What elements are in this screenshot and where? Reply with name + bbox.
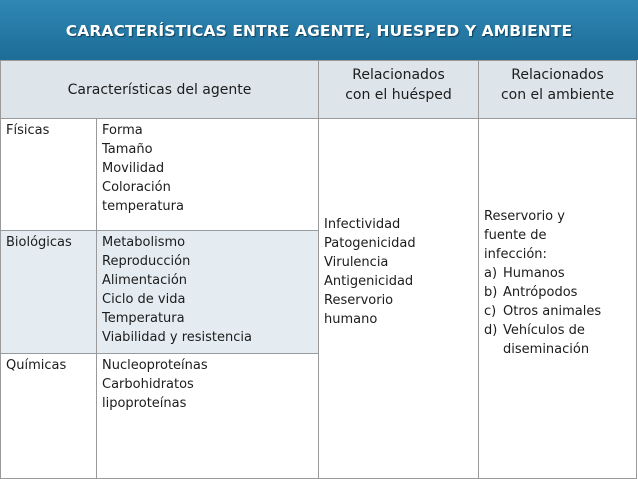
environment-list-continuation: diseminación [503, 341, 590, 357]
host-item: Patogenicidad [324, 235, 416, 251]
list-text: Otros animales [503, 303, 602, 319]
table-row: Físicas Forma Tamaño Movilidad Coloració… [0, 118, 638, 479]
list-item: Coloración [102, 180, 171, 195]
list-item: Reproducción [102, 254, 191, 269]
environment-list-item: b) Antrópodos [484, 283, 631, 302]
characteristics-table: Características del agente Relacionados … [0, 60, 638, 479]
list-item: Nucleoproteínas [102, 358, 208, 373]
environment-list-item: d) Vehículos de [484, 321, 631, 340]
host-item: Antigenicidad [324, 273, 414, 289]
environment-intro: Reservorio y [484, 208, 565, 224]
environment-intro: infección: [484, 246, 547, 262]
host-item: Reservorio [324, 292, 394, 308]
list-marker: a) [484, 265, 498, 281]
environment-cell: Reservorio y fuente de infección: a) Huma… [478, 118, 638, 479]
list-item: Carbohidratos [102, 377, 194, 392]
list-item: Forma [102, 123, 143, 138]
environment-intro: fuente de [484, 227, 547, 243]
list-item: Temperatura [102, 311, 185, 326]
header-agent-label: Características del agente [67, 82, 252, 98]
list-item: lipoproteínas [102, 396, 187, 411]
list-marker: c) [484, 303, 497, 319]
category-cell: Químicas [0, 353, 97, 479]
list-text: Vehículos de [503, 322, 585, 338]
header-env-line-1: Relacionados [511, 67, 604, 83]
list-marker: d) [484, 322, 498, 338]
category-cell: Biológicas [0, 230, 97, 354]
header-host-line-1: Relacionados [352, 67, 445, 83]
host-item: Infectividad [324, 216, 401, 232]
items-cell: Forma Tamaño Movilidad Coloración temper… [95, 118, 320, 231]
category-label: Biológicas [6, 235, 72, 250]
header-host: Relacionados con el huésped [318, 60, 480, 119]
category-label: Químicas [6, 358, 67, 373]
page-title: CARACTERÍSTICAS ENTRE AGENTE, HUESPED Y … [65, 22, 573, 40]
title-bar: CARACTERÍSTICAS ENTRE AGENTE, HUESPED Y … [0, 0, 638, 60]
category-label: Físicas [6, 123, 50, 138]
list-item: Alimentación [102, 273, 188, 288]
list-item: Metabolismo [102, 235, 186, 250]
list-text: Humanos [503, 265, 565, 281]
environment-list-item: a) Humanos [484, 264, 631, 283]
list-text: Antrópodos [503, 284, 578, 300]
host-item: Virulencia [324, 254, 389, 270]
list-marker: b) [484, 284, 498, 300]
host-cell: Infectividad Patogenicidad Virulencia An… [318, 118, 480, 479]
header-env-line-2: con el ambiente [500, 87, 615, 103]
list-item: Movilidad [102, 161, 165, 176]
header-environment: Relacionados con el ambiente [478, 60, 638, 119]
header-row: Características del agente Relacionados … [0, 60, 638, 119]
list-item: Ciclo de vida [102, 292, 186, 307]
table-row: Biológicas Metabolismo Reproducción Alim… [0, 230, 637, 354]
list-item: temperatura [102, 199, 184, 214]
header-agent: Características del agente [0, 60, 320, 119]
items-cell: Metabolismo Reproducción Alimentación Ci… [95, 230, 320, 354]
table-row: Químicas Nucleoproteínas Carbohidratos l… [0, 353, 637, 479]
list-item: Viabilidad y resistencia [102, 330, 252, 345]
header-host-line-2: con el huésped [345, 87, 452, 103]
list-item: Tamaño [102, 142, 153, 157]
category-cell: Físicas [0, 118, 97, 231]
environment-list-item: c) Otros animales [484, 302, 631, 321]
items-cell: Nucleoproteínas Carbohidratos lipoproteí… [95, 353, 320, 479]
host-item: humano [324, 311, 378, 327]
